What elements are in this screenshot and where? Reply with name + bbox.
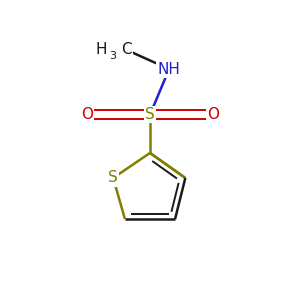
Text: O: O — [207, 107, 219, 122]
Text: NH: NH — [158, 61, 181, 76]
Text: H: H — [96, 42, 107, 57]
Text: S: S — [145, 107, 155, 122]
Text: C: C — [121, 42, 132, 57]
Text: 3: 3 — [109, 51, 116, 62]
Text: O: O — [81, 107, 93, 122]
Text: S: S — [108, 170, 118, 185]
